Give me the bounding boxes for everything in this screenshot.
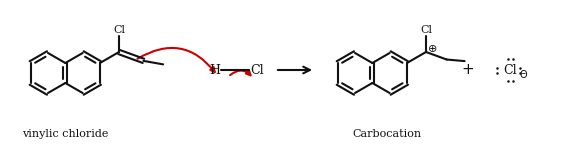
FancyArrowPatch shape: [138, 48, 215, 72]
Text: Cl: Cl: [113, 25, 125, 35]
Text: Cl: Cl: [250, 64, 264, 77]
Text: H: H: [210, 64, 221, 77]
Text: vinylic chloride: vinylic chloride: [22, 129, 108, 139]
Text: Cl: Cl: [503, 64, 517, 77]
Text: Cl: Cl: [420, 25, 432, 35]
FancyArrowPatch shape: [230, 70, 251, 75]
Text: +: +: [461, 62, 475, 77]
Text: ⊕: ⊕: [429, 44, 438, 54]
Text: Θ: Θ: [519, 70, 527, 80]
Text: Carbocation: Carbocation: [353, 129, 422, 139]
